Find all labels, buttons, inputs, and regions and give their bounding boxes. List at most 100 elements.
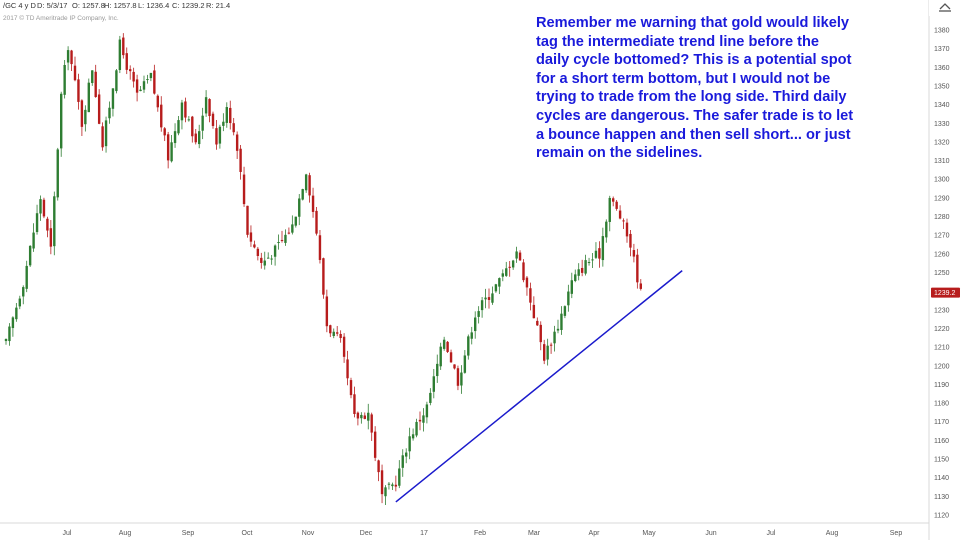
candle-down bbox=[418, 419, 422, 422]
y-tick-label: 1120 bbox=[934, 513, 949, 520]
candle-down bbox=[42, 199, 46, 217]
y-tick-label: 1150 bbox=[934, 457, 949, 464]
candle-up bbox=[66, 50, 70, 63]
annotation-text: Remember me warning that gold would like… bbox=[536, 15, 854, 162]
y-tick-label: 1330 bbox=[934, 121, 950, 128]
candle-down bbox=[456, 368, 460, 386]
candle-up bbox=[491, 293, 494, 303]
candle-down bbox=[77, 79, 80, 102]
candle-up bbox=[25, 265, 28, 289]
candle-up bbox=[298, 198, 301, 217]
candle-down bbox=[632, 250, 636, 257]
x-tick-label: Sep bbox=[890, 530, 903, 537]
candle-down bbox=[308, 175, 311, 196]
x-tick-label: Feb bbox=[474, 530, 486, 537]
candle-up bbox=[301, 189, 304, 200]
y-tick-label: 1310 bbox=[934, 158, 950, 165]
candle-down bbox=[380, 470, 384, 495]
x-tick-label: May bbox=[642, 530, 656, 537]
candle-up bbox=[180, 102, 184, 121]
y-tick-label: 1200 bbox=[934, 363, 950, 370]
candle-down bbox=[342, 336, 346, 357]
candle-up bbox=[501, 273, 504, 277]
candle-up bbox=[87, 82, 90, 113]
candle-up bbox=[432, 376, 435, 392]
candle-up bbox=[201, 115, 204, 131]
candle-down bbox=[453, 364, 456, 369]
x-tick-label: Mar bbox=[528, 530, 541, 537]
candle-down bbox=[353, 394, 356, 415]
candle-up bbox=[104, 120, 108, 147]
trend-line[interactable] bbox=[395, 270, 683, 503]
candle-up bbox=[401, 455, 404, 468]
open-label: O: 1257.8 bbox=[72, 1, 105, 10]
candle-down bbox=[260, 257, 263, 263]
candle-down bbox=[184, 101, 187, 118]
candle-up bbox=[563, 306, 567, 316]
candle-up bbox=[436, 363, 439, 377]
candle-down bbox=[73, 65, 77, 81]
candle-up bbox=[291, 224, 294, 233]
y-tick-label: 1340 bbox=[934, 102, 950, 109]
candle-up bbox=[277, 242, 280, 244]
candle-down bbox=[580, 267, 584, 273]
candle-down bbox=[156, 95, 159, 108]
y-tick-label: 1350 bbox=[934, 83, 950, 90]
candle-up bbox=[218, 126, 222, 144]
candle-up bbox=[546, 345, 549, 360]
range-label: R: 21.4 bbox=[206, 1, 230, 10]
collapse-icon[interactable] bbox=[929, 0, 961, 16]
candle-down bbox=[618, 210, 622, 219]
candle-up bbox=[8, 326, 11, 342]
candle-up bbox=[511, 260, 515, 268]
candle-down bbox=[522, 262, 525, 281]
y-tick-label: 1380 bbox=[934, 28, 950, 35]
close-label: C: 1239.2 bbox=[172, 1, 205, 10]
candle-up bbox=[498, 278, 501, 287]
candle-up bbox=[474, 317, 477, 332]
candle-down bbox=[622, 220, 625, 222]
candle-down bbox=[256, 248, 260, 256]
last-price-tag: 1239.2 bbox=[931, 287, 960, 298]
candle-up bbox=[60, 93, 63, 149]
candle-up bbox=[198, 131, 201, 145]
candle-down bbox=[525, 277, 529, 288]
candle-up bbox=[284, 234, 287, 243]
y-tick-label: 1290 bbox=[934, 195, 950, 202]
candle-down bbox=[160, 104, 163, 128]
candle-up bbox=[267, 257, 270, 259]
x-tick-label: Aug bbox=[119, 530, 132, 537]
candle-down bbox=[94, 71, 97, 98]
candle-up bbox=[560, 313, 563, 330]
date-label: D: 5/3/17 bbox=[37, 1, 67, 10]
candle-up bbox=[32, 232, 35, 249]
candle-up bbox=[584, 260, 587, 274]
y-tick-label: 1230 bbox=[934, 307, 950, 314]
candle-up bbox=[574, 274, 577, 281]
candle-down bbox=[229, 107, 232, 124]
candle-down bbox=[532, 304, 536, 319]
candle-up bbox=[570, 280, 573, 294]
last-price-tag-bg bbox=[931, 287, 960, 298]
high-label: H: 1257.8 bbox=[104, 1, 137, 10]
candle-up bbox=[28, 245, 32, 266]
candle-up bbox=[149, 72, 153, 79]
candle-up bbox=[442, 339, 446, 349]
candle-up bbox=[439, 346, 442, 367]
candle-up bbox=[470, 332, 473, 339]
y-tick-label: 1260 bbox=[934, 251, 950, 258]
candle-up bbox=[263, 260, 266, 266]
candle-down bbox=[373, 431, 377, 458]
candle-up bbox=[556, 328, 560, 331]
y-tick-label: 1250 bbox=[934, 270, 950, 277]
candle-down bbox=[97, 94, 101, 124]
candle-up bbox=[605, 221, 608, 238]
x-tick-label: Nov bbox=[302, 530, 315, 537]
copyright-text: 2017 © TD Ameritrade IP Company, Inc. bbox=[3, 14, 119, 22]
candle-down bbox=[249, 232, 253, 242]
candle-up bbox=[567, 291, 570, 306]
candle-down bbox=[449, 352, 453, 363]
candle-down bbox=[253, 244, 256, 248]
candle-down bbox=[70, 50, 73, 65]
